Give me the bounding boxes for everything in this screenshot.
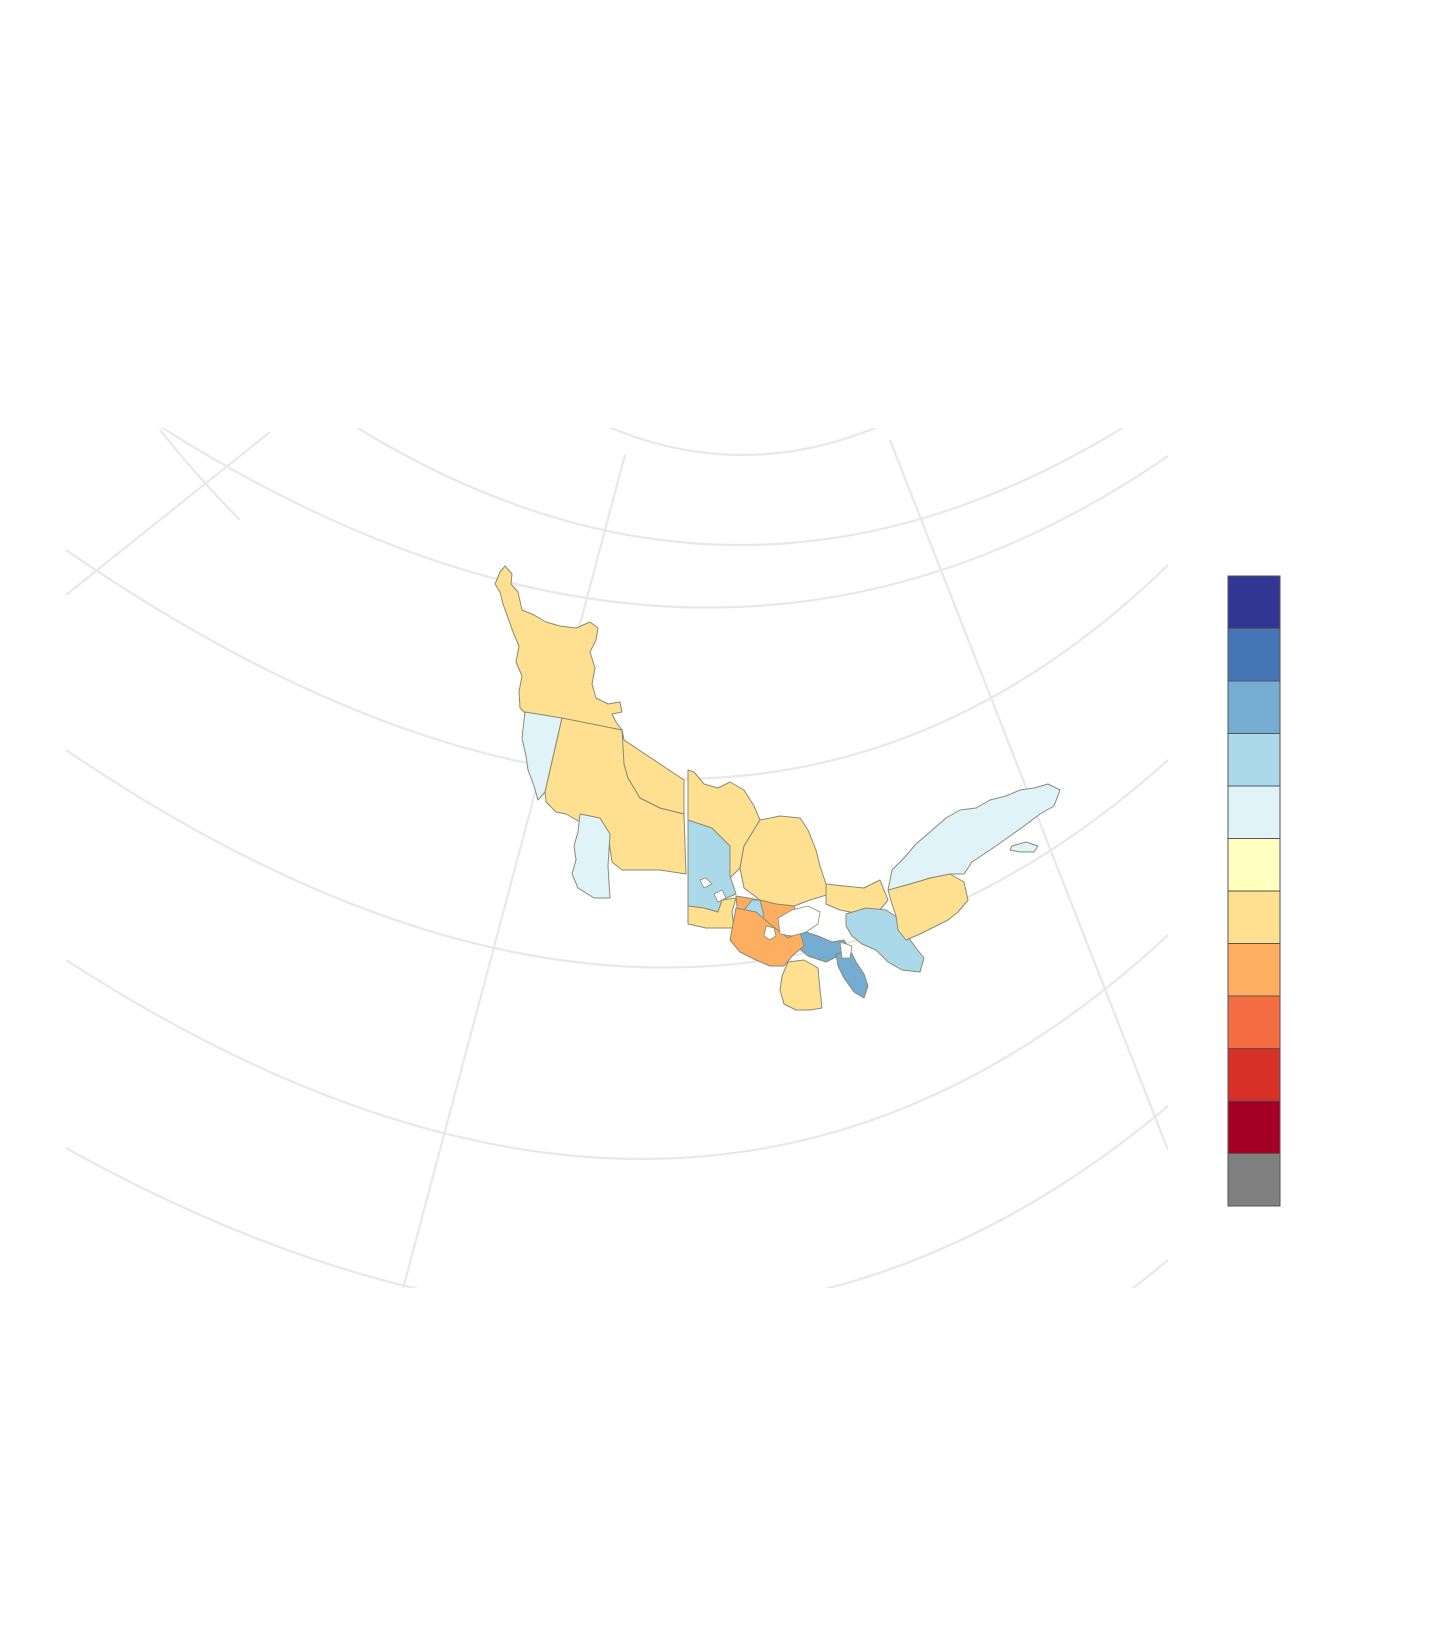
legend-swatch: [1228, 839, 1280, 892]
lake: [840, 942, 852, 958]
legend-swatch: [1228, 681, 1280, 734]
legend-swatch: [1228, 996, 1280, 1049]
region-ontario-superior-north: [836, 950, 868, 998]
region-ontario-southwest: [780, 960, 822, 1010]
graticule-line: [450, 320, 1040, 455]
region-yukon: [495, 566, 622, 730]
graticule-line: [66, 1106, 1168, 1314]
legend-swatch: [1228, 1154, 1280, 1207]
legend-swatch: [1228, 576, 1280, 629]
graticule-line: [160, 430, 240, 520]
legend-swatch: [1228, 786, 1280, 839]
legend-swatch: [1228, 629, 1280, 682]
legend-swatch: [1228, 1101, 1280, 1154]
graticule-line: [66, 432, 270, 595]
graticule-line: [300, 390, 1180, 545]
graticule: [66, 320, 1230, 1471]
legend: [1228, 576, 1280, 1206]
region-british-columbia-south: [572, 814, 610, 898]
map-regions: [495, 566, 1060, 1010]
graticule-line: [66, 1260, 1168, 1471]
region-anticosti-island: [1010, 842, 1038, 852]
legend-swatch: [1228, 891, 1280, 944]
legend-swatch: [1228, 734, 1280, 787]
region-quebec-north: [888, 784, 1060, 890]
graticule-line: [150, 410, 1230, 608]
legend-swatch: [1228, 1049, 1280, 1102]
legend-swatch: [1228, 944, 1280, 997]
graticule-line: [66, 935, 1168, 1159]
